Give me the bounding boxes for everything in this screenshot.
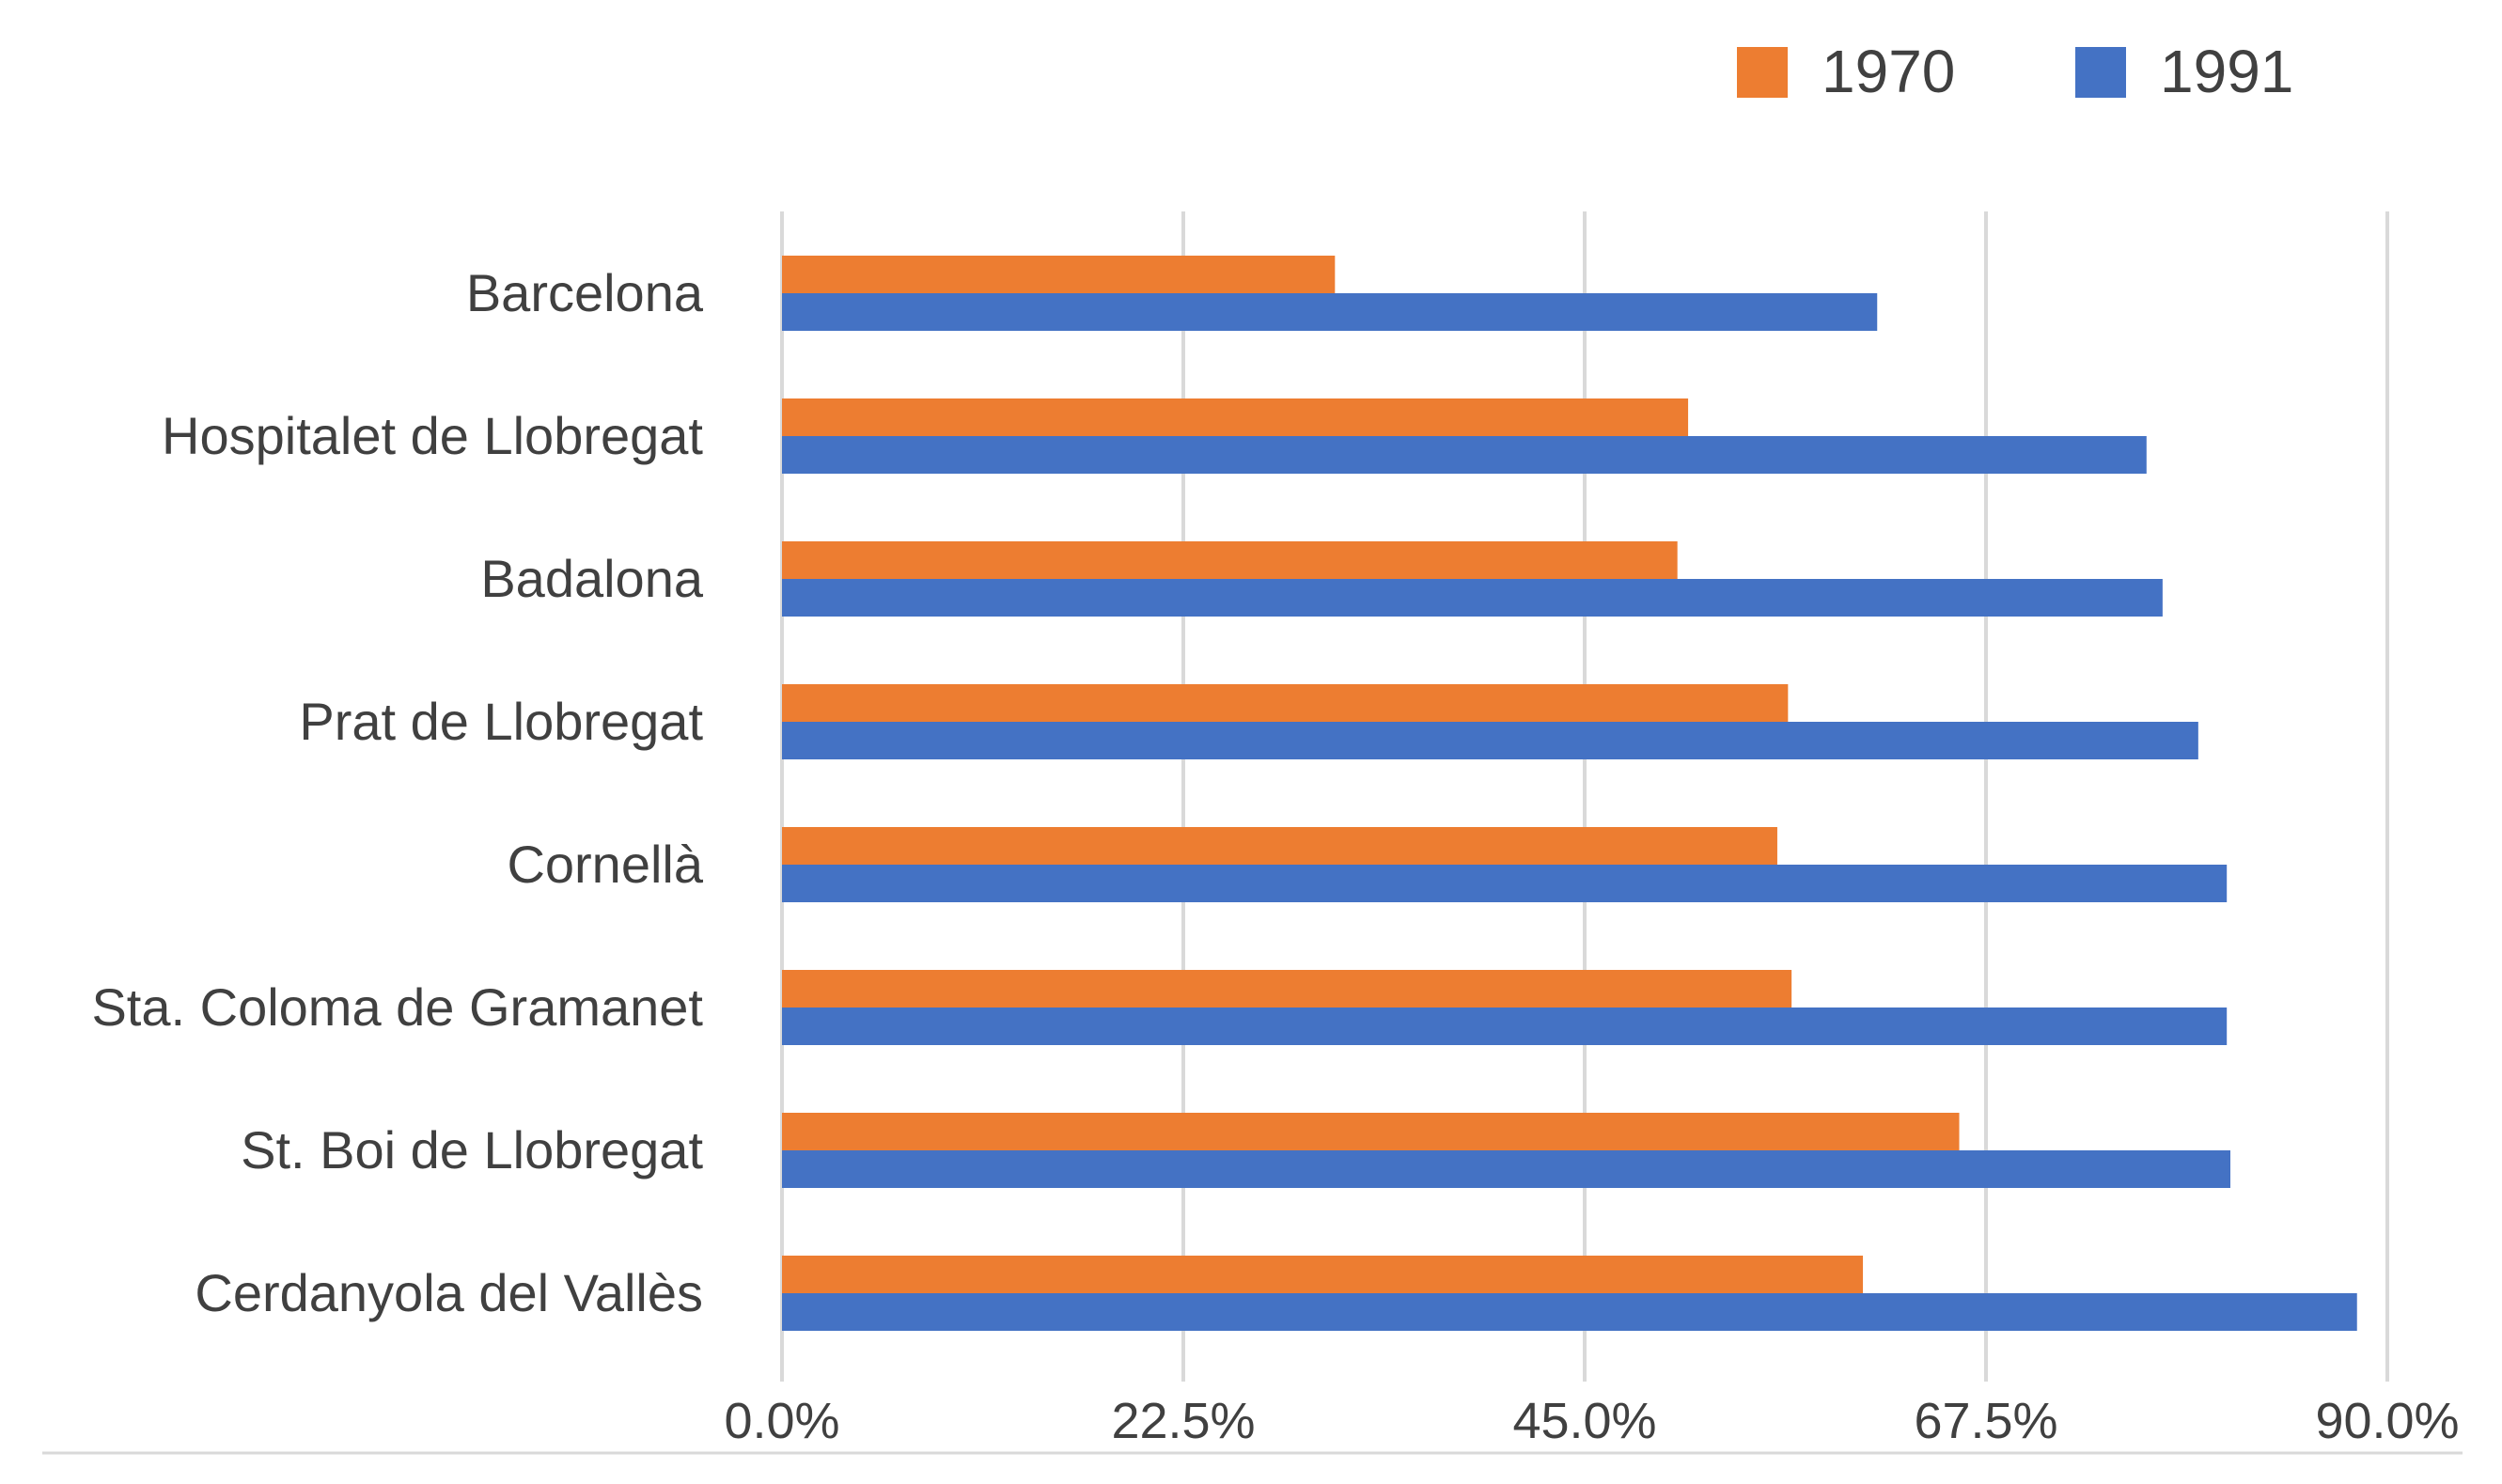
bar-1991 (782, 436, 2147, 474)
bar-1991 (782, 293, 1878, 331)
bar-1970 (782, 398, 1689, 436)
category-label: St. Boi de Llobregat (241, 1120, 703, 1179)
bar-1970 (782, 1113, 1960, 1150)
x-tick-label: 45.0% (1512, 1393, 1656, 1449)
x-tick-labels: 0.0% 22.5% 45.0% 67.5% 90.0% (724, 1393, 2459, 1449)
bar-1970 (782, 827, 1777, 865)
category-label: Sta. Coloma de Gramanet (91, 977, 703, 1037)
category-label: Cerdanyola del Vallès (195, 1263, 703, 1322)
bar-1991 (782, 1150, 2230, 1188)
category-label: Badalona (480, 549, 704, 608)
bar-1991 (782, 1293, 2357, 1331)
legend-label-1970: 1970 (1822, 38, 1955, 105)
bar-1970 (782, 256, 1336, 293)
x-tick-label: 0.0% (724, 1393, 839, 1449)
bar-1991 (782, 1008, 2228, 1045)
category-label: Hospitalet de Llobregat (162, 406, 703, 465)
bars (782, 256, 2357, 1331)
legend: 1970 1991 (1737, 38, 2293, 105)
x-tick-label: 67.5% (1914, 1393, 2057, 1449)
category-label: Barcelona (466, 263, 704, 322)
bar-1970 (782, 970, 1792, 1008)
bar-1991 (782, 722, 2198, 759)
x-tick-label: 90.0% (2315, 1393, 2459, 1449)
legend-swatch-1991 (2075, 47, 2126, 98)
bar-1991 (782, 579, 2163, 617)
bar-1970 (782, 1256, 1864, 1293)
category-labels: Barcelona Hospitalet de Llobregat Badalona… (91, 263, 703, 1322)
gridlines (780, 211, 2389, 1382)
bar-1991 (782, 865, 2228, 902)
bar-1970 (782, 541, 1678, 579)
category-label: Cornellà (507, 835, 703, 894)
legend-label-1991: 1991 (2160, 38, 2293, 105)
category-label: Prat de Llobregat (299, 692, 703, 751)
bar-1970 (782, 684, 1789, 722)
legend-swatch-1970 (1737, 47, 1788, 98)
x-tick-label: 22.5% (1111, 1393, 1255, 1449)
